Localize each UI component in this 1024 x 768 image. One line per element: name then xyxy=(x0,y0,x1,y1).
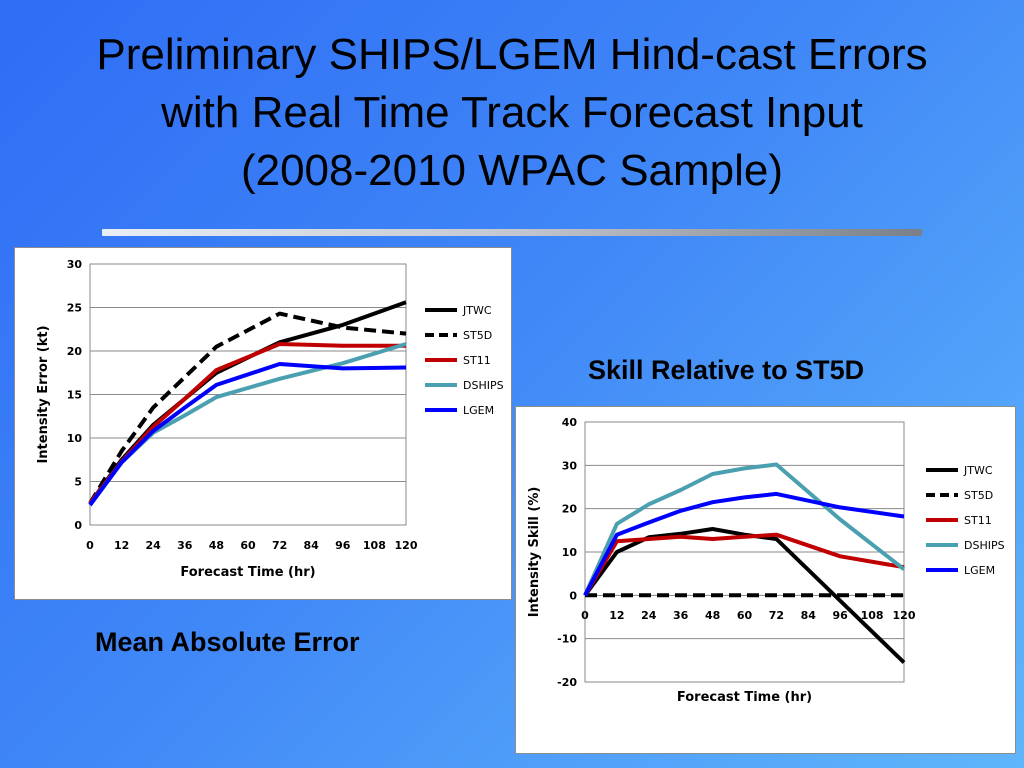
skill-chart-panel: -20 -10 0 10 20 30 40 0 12 24 36 48 60 72 84 96 108 120 Fo… xyxy=(515,406,1016,754)
x-tick-label: 48 xyxy=(705,609,720,622)
x-tick-label: 96 xyxy=(833,609,849,622)
skill-chart: -20 -10 0 10 20 30 40 0 12 24 36 48 60 72 84 96 108 120 Fo… xyxy=(527,416,1005,705)
x-tick-label: 48 xyxy=(209,539,224,552)
x-tick-label: 0 xyxy=(86,539,94,552)
slide-title: Preliminary SHIPS/LGEM Hind-cast Errors … xyxy=(0,26,1024,200)
x-tick-label: 120 xyxy=(893,609,916,622)
legend-label-lgem: LGEM xyxy=(964,564,995,577)
skill-caption: Skill Relative to ST5D xyxy=(588,355,865,385)
x-tick-label: 84 xyxy=(304,539,320,552)
x-tick-label: 60 xyxy=(737,609,753,622)
legend-label-st11: ST11 xyxy=(964,514,992,527)
series-line-jtwc xyxy=(88,300,407,505)
legend-label-jtwc: JTWC xyxy=(963,464,993,477)
mae-chart: 0 5 10 15 20 25 30 0 12 24 36 48 60 72 84 96 108 120 Forec… xyxy=(36,258,504,580)
mae-caption: Mean Absolute Error xyxy=(95,627,360,657)
y-tick-label: 10 xyxy=(562,546,578,559)
legend-label-dships: DSHIPS xyxy=(964,539,1005,552)
title-line-2: with Real Time Track Forecast Input xyxy=(161,88,863,137)
x-tick-label: 12 xyxy=(114,539,129,552)
title-line-3: (2008-2010 WPAC Sample) xyxy=(240,146,784,195)
x-tick-label: 60 xyxy=(240,539,256,552)
y-tick-label: -10 xyxy=(557,633,577,646)
x-tick-label: 24 xyxy=(641,609,657,622)
series-line-lgem xyxy=(88,362,407,507)
x-tick-label: 72 xyxy=(769,609,784,622)
y-tick-label: 20 xyxy=(562,503,578,516)
series-line-jtwc xyxy=(583,527,906,664)
x-tick-label: 96 xyxy=(335,539,351,552)
y-tick-label: -20 xyxy=(557,676,577,689)
x-tick-label: 0 xyxy=(581,609,589,622)
x-tick-label: 36 xyxy=(673,609,689,622)
x-tick-label: 72 xyxy=(272,539,287,552)
y-tick-label: 0 xyxy=(569,589,577,602)
x-axis-label: Forecast Time (hr) xyxy=(677,690,812,705)
x-tick-label: 108 xyxy=(861,609,884,622)
x-tick-label: 12 xyxy=(609,609,624,622)
y-tick-label: 10 xyxy=(67,432,83,445)
y-tick-label: 15 xyxy=(67,389,82,402)
x-tick-label: 36 xyxy=(177,539,193,552)
mae-chart-panel: 0 5 10 15 20 25 30 0 12 24 36 48 60 72 84 96 108 120 Forec… xyxy=(14,247,512,600)
title-divider xyxy=(102,229,922,236)
x-axis-label: Forecast Time (hr) xyxy=(180,565,315,580)
y-tick-label: 25 xyxy=(67,302,82,315)
y-tick-label: 20 xyxy=(67,345,83,358)
series-line-st11 xyxy=(583,532,905,597)
y-tick-label: 30 xyxy=(562,459,578,472)
legend-label-jtwc: JTWC xyxy=(462,304,492,317)
series-line-lgem xyxy=(583,491,905,597)
x-tick-label: 108 xyxy=(363,539,386,552)
y-tick-label: 40 xyxy=(562,416,578,429)
series-line-st5d xyxy=(88,311,407,505)
y-tick-label: 30 xyxy=(67,258,83,271)
x-tick-label: 120 xyxy=(395,539,418,552)
y-tick-label: 5 xyxy=(74,476,82,489)
y-axis-label: Intensity Error (kt) xyxy=(36,325,51,463)
title-line-1: Preliminary SHIPS/LGEM Hind-cast Errors xyxy=(96,30,928,79)
legend-label-st5d: ST5D xyxy=(964,489,993,502)
legend-label-st5d: ST5D xyxy=(463,329,492,342)
legend-label-st11: ST11 xyxy=(463,354,491,367)
y-axis-label: Intensity Skill (%) xyxy=(527,487,542,618)
y-tick-label: 0 xyxy=(74,519,82,532)
legend-label-lgem: LGEM xyxy=(463,404,494,417)
x-tick-label: 84 xyxy=(801,609,817,622)
x-tick-label: 24 xyxy=(146,539,162,552)
legend-label-dships: DSHIPS xyxy=(463,379,504,392)
